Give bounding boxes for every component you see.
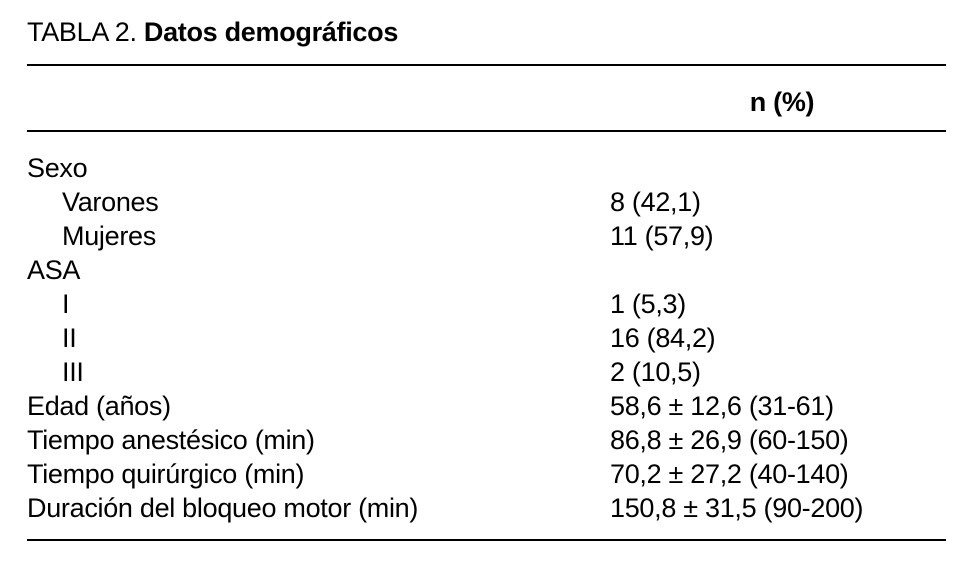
row-value: 16 (84,2) <box>610 323 716 353</box>
section-label: ASA <box>27 255 81 285</box>
row-label: Duración del bloqueo motor (min) <box>27 493 419 523</box>
column-header: n (%) <box>749 87 815 117</box>
row-value: 1 (5,3) <box>610 289 686 319</box>
row-value: 2 (10,5) <box>610 357 701 387</box>
table-caption: TABLA 2. Datos demográficos <box>27 15 398 49</box>
row-value: 58,6 ± 12,6 (31-61) <box>610 391 834 421</box>
row-label: II <box>62 323 77 353</box>
row-label: Edad (años) <box>27 391 171 421</box>
table-title: Datos demográficos <box>143 17 399 47</box>
header-rule <box>27 130 946 132</box>
row-value: 86,8 ± 26,9 (60-150) <box>610 425 849 455</box>
row-label: Mujeres <box>62 221 156 251</box>
row-value: 11 (57,9) <box>610 221 714 251</box>
section-label: Sexo <box>27 153 88 183</box>
row-label: Tiempo quirúrgico (min) <box>27 459 305 489</box>
row-label: I <box>62 289 70 319</box>
row-value: 70,2 ± 27,2 (40-140) <box>610 459 849 489</box>
row-label: Varones <box>62 187 159 217</box>
bottom-rule <box>27 539 946 541</box>
row-value: 8 (42,1) <box>610 187 701 217</box>
row-label: Tiempo anestésico (min) <box>27 425 315 455</box>
top-rule <box>27 64 946 66</box>
row-label: III <box>62 357 84 387</box>
row-value: 150,8 ± 31,5 (90-200) <box>610 493 864 523</box>
table-label: TABLA 2. <box>27 17 137 47</box>
